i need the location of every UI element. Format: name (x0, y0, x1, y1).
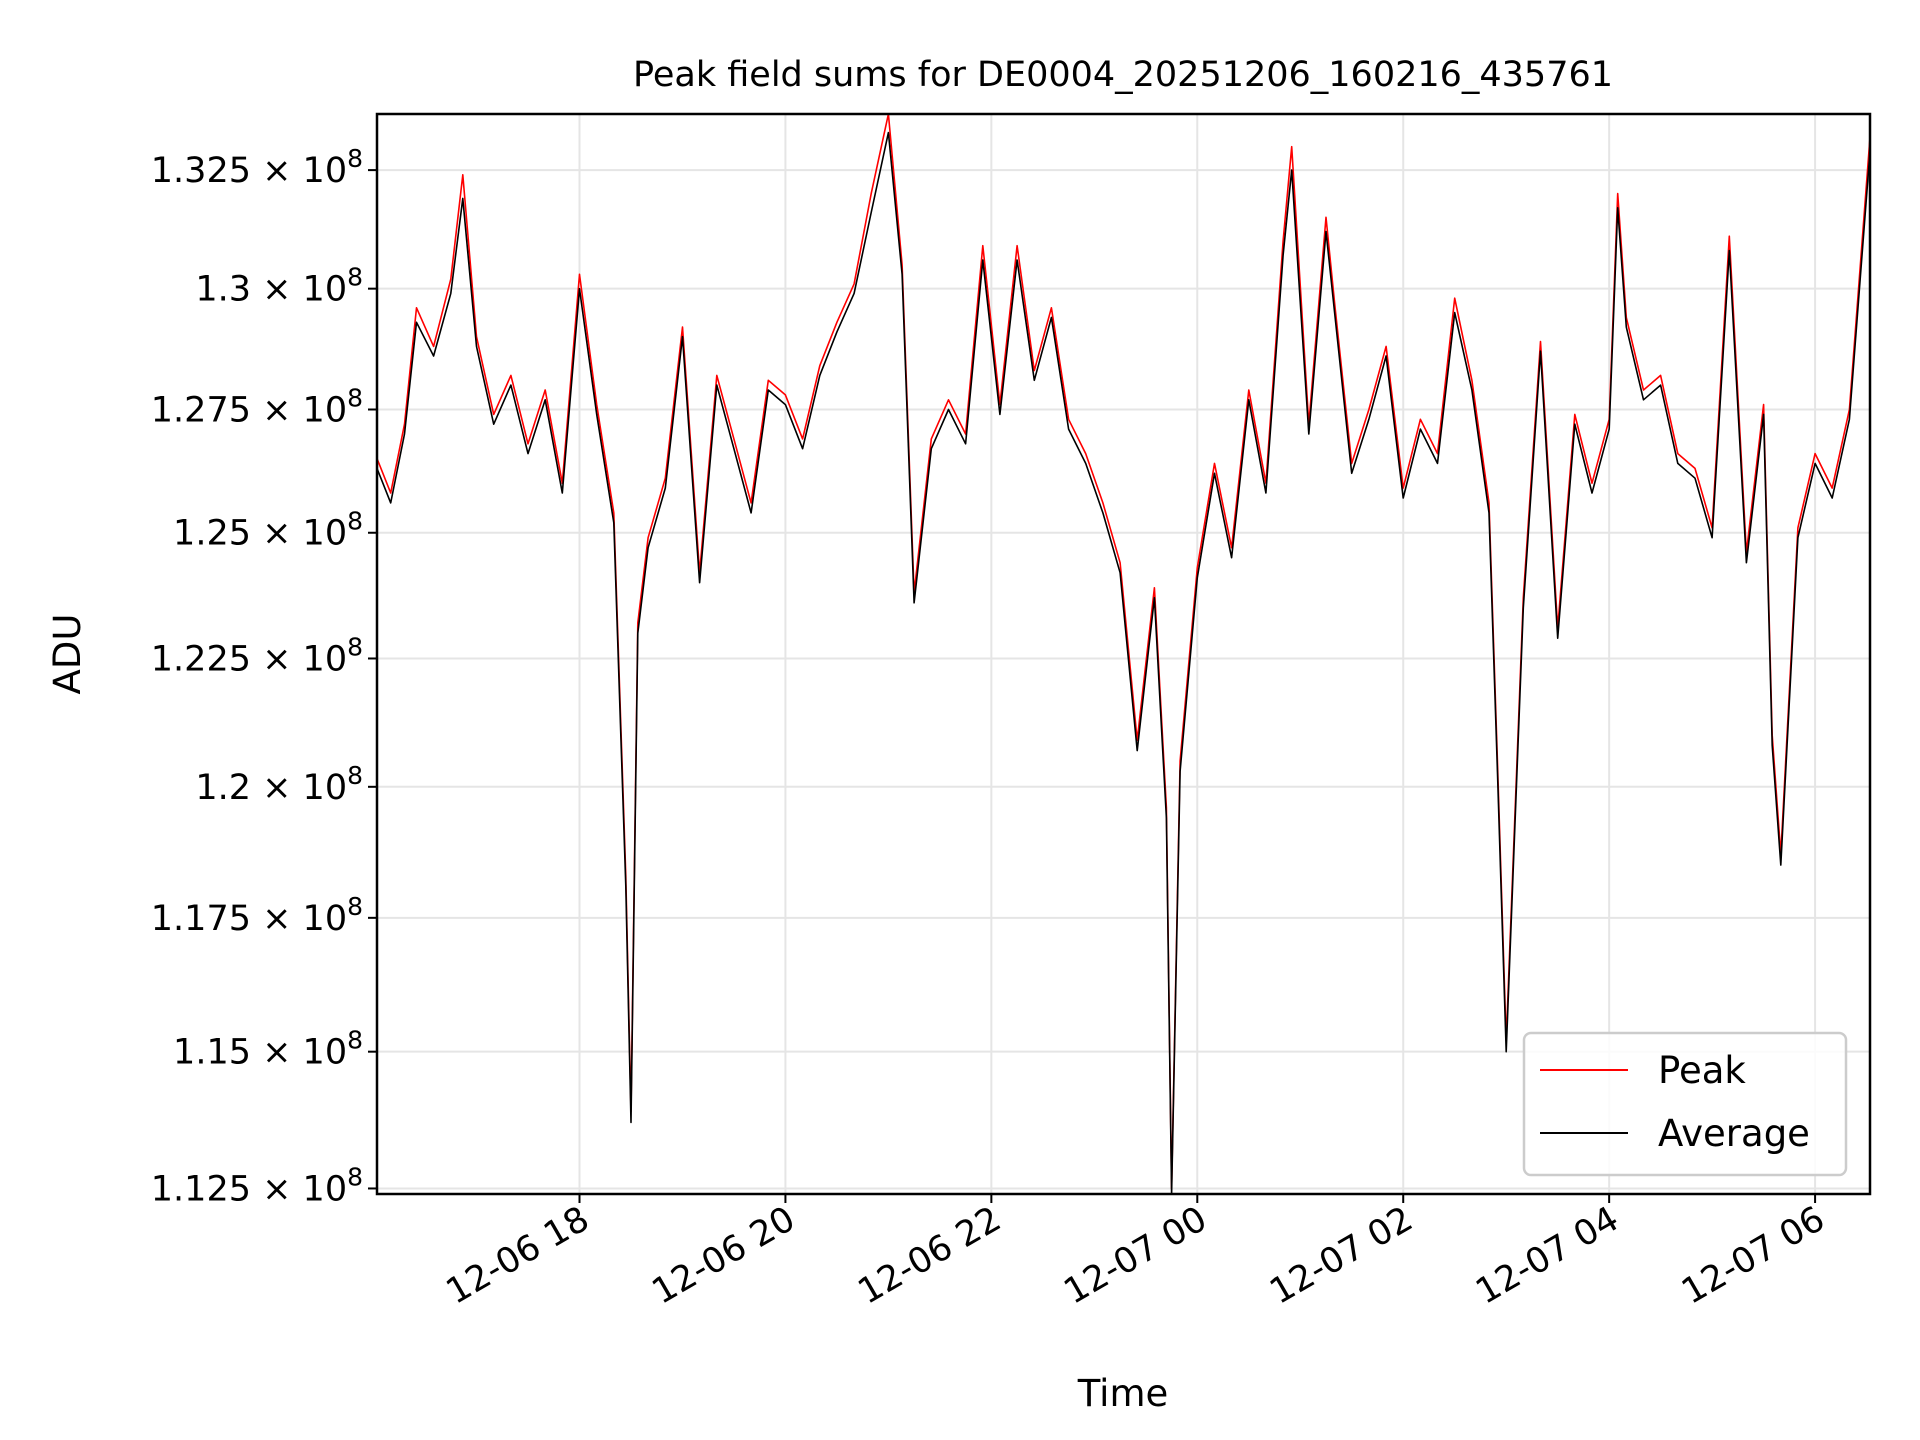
legend-box (1522, 1031, 1848, 1177)
plot-frame (375, 112, 1872, 1196)
y-tick-label: 1.2 × 108 (195, 761, 363, 808)
y-tick-label: 1.25 × 108 (173, 507, 363, 554)
y-tick-label: 1.3 × 108 (195, 263, 363, 310)
y-tick-label: 1.275 × 108 (151, 384, 363, 431)
y-axis-label: ADU (46, 614, 89, 695)
y-tick-label: 1.225 × 108 (151, 632, 363, 679)
legend-label-average: Average (1658, 1112, 1810, 1155)
series-line-average (376, 131, 1871, 1195)
chart-title: Peak field sums for DE0004_20251206_1602… (633, 55, 1613, 95)
legend-label-peak: Peak (1658, 1049, 1746, 1092)
y-tick-label: 1.125 × 108 (151, 1162, 363, 1209)
series-layer (376, 113, 1871, 1195)
y-tick-label: 1.175 × 108 (151, 892, 363, 939)
y-tick-label: 1.325 × 108 (151, 144, 363, 191)
y-tick-label: 1.15 × 108 (173, 1026, 363, 1073)
x-axis-label: Time (1077, 1372, 1169, 1415)
legend: Peak Average (1522, 1031, 1848, 1177)
y-axis: 1.125 × 108 1.15 × 108 1.175 × 108 1.2 × 10… (151, 144, 377, 1209)
